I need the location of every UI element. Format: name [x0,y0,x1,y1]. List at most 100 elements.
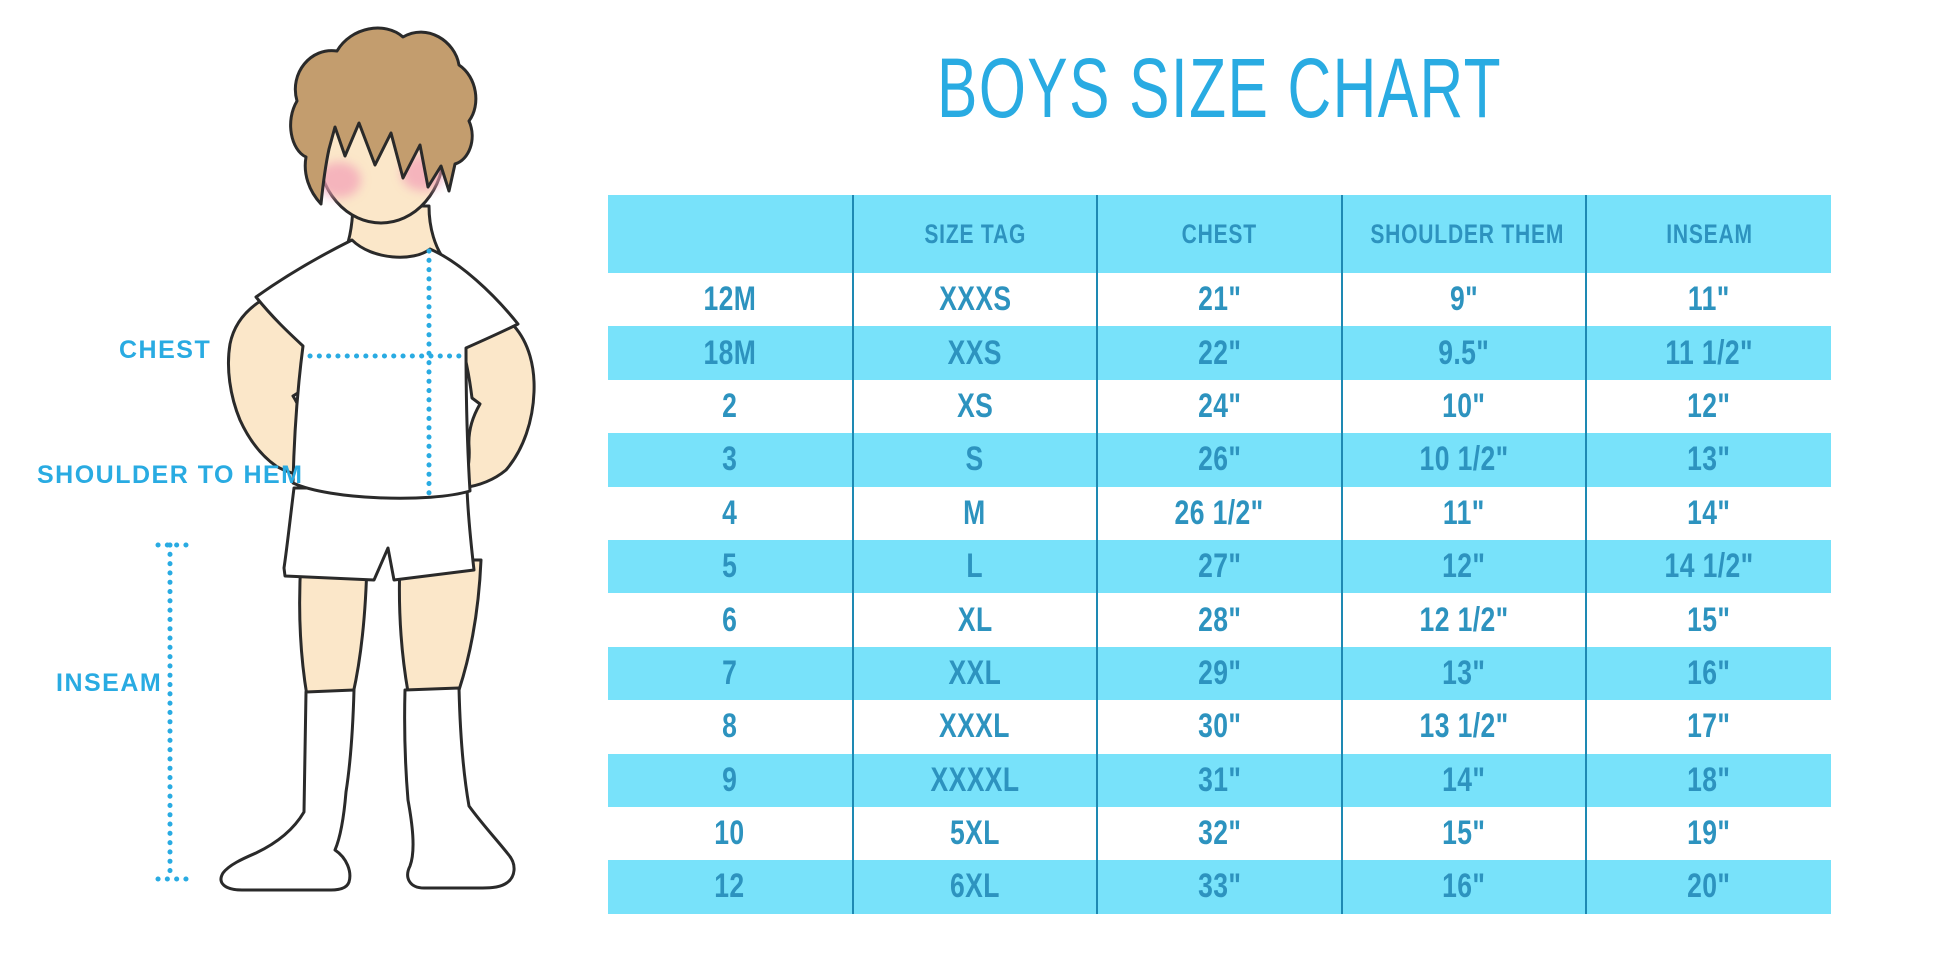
table-cell: 12 1/2" [1340,593,1587,647]
table-cell: 30" [1096,700,1342,754]
table-cell-text: L [966,547,984,586]
table-cell: 5XL [851,806,1098,861]
table-cell-text: 5 [722,547,738,586]
table-cell-text: 22" [1197,333,1242,372]
boy-left-sock [219,688,356,892]
table-cell: 18M [608,326,853,379]
column-header-text: CHEST [1181,218,1258,249]
table-cell: 15" [1340,806,1587,861]
table-cell-text: 14 1/2" [1664,547,1754,586]
table-cell-text: 10 [714,814,745,853]
table-cell: 32" [1096,806,1342,861]
table-cell-text: 13 1/2" [1419,707,1509,746]
table-cell-text: 32" [1197,814,1242,853]
table-cell-text: 21" [1197,280,1242,319]
table-cell: 18" [1585,753,1831,807]
table-cell-text: 2 [722,386,738,425]
table-cell-text: 6XL [949,867,1000,906]
table-cell: 26 1/2" [1096,486,1342,540]
table-cell-text: 30" [1197,707,1242,746]
table-cell-text: XXXXL [930,760,1020,799]
table-cell-text: 13" [1687,440,1731,479]
table-row: 2 XS 24" 10" 12" [608,379,1831,434]
table-cell: 22" [1096,326,1342,380]
table-cell-text: 26 1/2" [1174,493,1265,532]
table-cell: XL [851,593,1098,647]
table-cell-text: 18M [703,333,757,372]
table-cell: L [851,539,1098,594]
table-cell-text: 20" [1687,867,1731,906]
table-cell: 16" [1340,860,1587,914]
table-cell: 12 [608,860,853,913]
table-cell-text: 16" [1442,867,1486,906]
table-row: 7 XXL 29" 13" 16" [608,646,1831,701]
table-cell-text: 12 [714,867,745,906]
table-cell: 9 [608,754,853,807]
column-header: SIZE TAG [851,195,1098,273]
size-chart-table: SIZE TAG CHEST SHOULDER THEM INSEAM 12M XXXS… [608,195,1831,914]
table-cell: 17" [1585,700,1831,754]
table-cell: 28" [1096,593,1342,647]
table-cell: 15" [1585,593,1831,647]
table-cell: S [851,433,1098,487]
table-cell: XXXS [851,273,1098,327]
table-cell: 13" [1585,433,1831,487]
table-cell: XXL [851,646,1098,701]
table-cell: 11 1/2" [1585,326,1831,380]
table-cell: 14 1/2" [1585,539,1831,594]
table-cell: 26" [1096,433,1342,487]
table-row: 6 XL 28" 12 1/2" 15" [608,593,1831,647]
table-cell: 13 1/2" [1340,700,1587,754]
table-cell: 24" [1096,379,1342,434]
header-row: SIZE TAG CHEST SHOULDER THEM INSEAM [608,195,1831,273]
table-cell: 12M [608,273,853,326]
table-cell: XS [851,379,1098,434]
table-cell: 16" [1585,646,1831,701]
table-row: 12M XXXS 21" 9" 11" [608,273,1831,327]
table-cell: 9.5" [1340,326,1587,380]
boy-shirt [254,238,520,500]
table-cell-text: 27" [1197,547,1242,586]
table-cell-text: 12 1/2" [1419,600,1509,639]
table-row: 8 XXXL 30" 13 1/2" 17" [608,700,1831,754]
table-cell: 6 [608,593,853,646]
table-cell-text: 33" [1197,867,1242,906]
blush-left [317,162,361,198]
table-cell-text: 9" [1450,280,1479,319]
table-cell: 14" [1340,753,1587,807]
table-cell-text: 6 [722,600,738,639]
table-cell: 33" [1096,860,1342,914]
table-cell: 2 [608,380,853,433]
boy-right-arm [460,324,536,490]
table-cell-text: 4 [722,493,738,532]
table-cell: XXXXL [851,753,1098,807]
table-cell-text: 15" [1442,814,1486,853]
inseam-measure-line [155,542,195,882]
table-cell-text: XL [957,600,993,639]
column-header: SHOULDER THEM [1340,195,1587,273]
table-cell-text: 10" [1442,386,1486,425]
table-row: 3 S 26" 10 1/2" 13" [608,433,1831,487]
table-cell: 12" [1585,379,1831,434]
table-cell-text: 19" [1687,814,1731,853]
table-cell: 7 [608,647,853,700]
table-cell: 8 [608,700,853,753]
table-cell-text: 11" [1443,493,1485,532]
table-cell: 12" [1340,539,1587,594]
table-cell: 20" [1585,860,1831,914]
table-cell: XXS [851,326,1098,380]
table-cell: 3 [608,433,853,486]
table-cell: XXXL [851,700,1098,754]
table-cell: M [851,486,1098,540]
table-cell-text: 24" [1197,386,1242,425]
table-cell-text: 9.5" [1438,333,1490,372]
table-cell-text: 8 [722,707,738,746]
table-row: 10 5XL 32" 15" 19" [608,806,1831,861]
table-cell-text: 29" [1197,653,1242,692]
table-cell-text: 7 [722,653,738,692]
table-cell-text: XXL [948,653,1002,692]
table-cell-text: XS [956,386,993,425]
table-cell-text: 3 [722,440,738,479]
table-row: 12 6XL 33" 16" 20" [608,860,1831,914]
